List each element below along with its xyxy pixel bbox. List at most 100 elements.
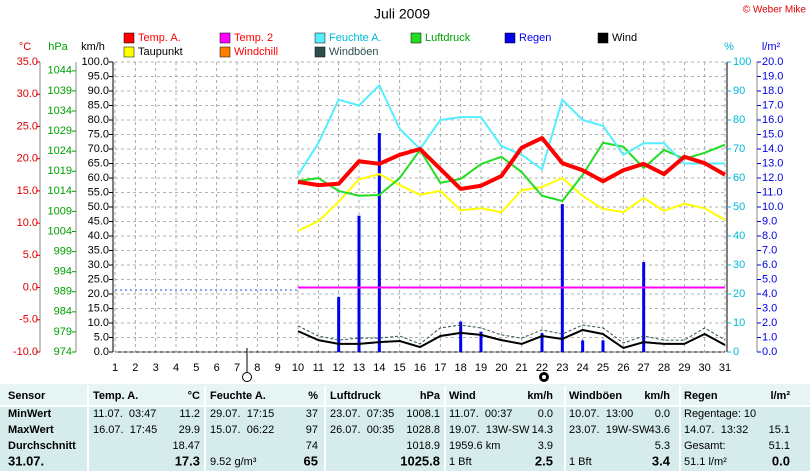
rain-bar	[479, 331, 483, 352]
y-tick-label: 0	[733, 346, 739, 358]
y-tick-label: 1.0	[762, 331, 777, 343]
table-header: Wind	[449, 390, 476, 402]
y-tick-label: 10	[733, 317, 745, 329]
y-tick-label: 10.0	[88, 317, 109, 329]
y-tick-label: 70	[733, 143, 745, 155]
table-cell-value: 97	[306, 424, 318, 436]
y-tick-label: 95.0	[88, 70, 109, 82]
y-tick-label: 20	[733, 288, 745, 300]
table-cell-value: 2.5	[535, 453, 553, 468]
table-cell-value: 17.3	[175, 453, 200, 468]
table-row-label: MinWert	[8, 408, 52, 420]
rain-bar	[459, 321, 463, 352]
table-header-unit: km/h	[644, 390, 670, 402]
table-header: Sensor	[8, 390, 46, 402]
y-tick-label: 9.0	[762, 215, 777, 227]
table-cell-text: 11.07. 03:47	[93, 408, 156, 420]
table-cell-value: 0.0	[655, 408, 670, 420]
y-tick-label: 4.0	[762, 288, 777, 300]
x-tick-label: 20	[495, 362, 507, 374]
table-header-unit: %	[308, 390, 318, 402]
table-cell-value: 18.47	[172, 440, 200, 452]
y-tick-label: 20.0	[762, 56, 783, 68]
table-cell-text: 11.07. 00:37	[449, 408, 512, 420]
y-tick-label: 5.0	[23, 249, 38, 261]
x-tick-label: 21	[516, 362, 528, 374]
y-tick-label: 1009	[48, 205, 72, 217]
table-header: Luftdruck	[330, 390, 382, 402]
y-tick-label: 5.0	[762, 273, 777, 285]
y-tick-label: 65.0	[88, 157, 109, 169]
legend-label: Temp. 2	[234, 32, 273, 44]
table-cell-value: 1018.9	[406, 440, 440, 452]
axis-unit: %	[724, 41, 734, 53]
y-tick-label: -5.0	[19, 314, 38, 326]
y-tick-label: 2.0	[762, 317, 777, 329]
legend-swatch	[219, 32, 231, 44]
y-tick-label: 90.0	[88, 85, 109, 97]
table-cell-text: 19.07. 13W-SW	[449, 424, 530, 436]
y-tick-label: 1014	[48, 185, 72, 197]
y-tick-label: 60	[733, 172, 745, 184]
table-cell-value: 1008.1	[406, 408, 440, 420]
y-tick-label: 8.0	[762, 230, 777, 242]
rain-bar	[560, 204, 564, 352]
table-cell-text: 10.07. 13:00	[569, 408, 633, 420]
table-cell-value: 43.6	[649, 424, 670, 436]
legend-label: Regen	[519, 32, 551, 44]
table-cell-value: 65	[304, 453, 318, 468]
rain-bar	[642, 262, 646, 352]
table-cell-text: 51.1 l/m²	[684, 456, 727, 468]
chart-title: Juli 2009	[374, 6, 430, 22]
y-tick-label: 10.0	[762, 201, 783, 213]
y-tick-label: 0.0	[94, 346, 109, 358]
y-tick-label: 35.0	[88, 244, 109, 256]
legend-label: Taupunkt	[138, 46, 183, 58]
y-tick-label: 10.0	[17, 217, 38, 229]
y-tick-label: 11.0	[762, 186, 783, 198]
y-tick-label: 100.0	[81, 56, 109, 68]
legend-swatch	[597, 32, 609, 44]
legend-swatch	[314, 32, 326, 44]
table-header-unit: km/h	[527, 390, 553, 402]
y-tick-label: 0.0	[23, 281, 38, 293]
y-tick-label: 7.0	[762, 244, 777, 256]
y-tick-label: 80	[733, 114, 745, 126]
series-line	[297, 324, 726, 345]
y-tick-label: 55.0	[88, 186, 109, 198]
x-tick-label: 2	[132, 362, 138, 374]
table-cell-value: 11.2	[179, 408, 200, 420]
table-cell-text: 29.07. 17:15	[210, 408, 274, 420]
legend-label: Wind	[612, 32, 637, 44]
table-cell-value: 1028.8	[406, 424, 440, 436]
axis-unit: l/m²	[762, 41, 781, 53]
legend-label: Temp. A.	[138, 32, 181, 44]
y-tick-label: 1004	[48, 225, 72, 237]
y-tick-label: 20.0	[17, 153, 38, 165]
legend-swatch	[314, 46, 326, 58]
x-tick-label: 29	[678, 362, 690, 374]
table-cell-text: 1959.6 km	[449, 440, 500, 452]
y-tick-label: 1034	[48, 105, 72, 117]
chart-background	[0, 0, 810, 384]
table-header: Temp. A.	[93, 390, 138, 402]
y-tick-label: 30	[733, 259, 745, 271]
full-moon-icon	[242, 372, 252, 382]
y-tick-label: 984	[54, 306, 72, 318]
y-tick-label: 30.0	[88, 259, 109, 271]
x-tick-label: 5	[193, 362, 199, 374]
y-tick-label: 989	[54, 286, 72, 298]
y-tick-label: 1044	[48, 65, 72, 77]
y-tick-label: 1024	[48, 145, 72, 157]
y-tick-label: 60.0	[88, 172, 109, 184]
y-tick-label: 0.0	[762, 346, 777, 358]
legend-label: Feuchte A.	[329, 32, 382, 44]
y-tick-label: 70.0	[88, 143, 109, 155]
table-header: Regen	[684, 390, 718, 402]
y-tick-label: 40.0	[88, 230, 109, 242]
x-tick-label: 8	[254, 362, 260, 374]
y-tick-label: 979	[54, 326, 72, 338]
y-tick-label: 75.0	[88, 128, 109, 140]
x-tick-label: 17	[434, 362, 446, 374]
y-tick-label: 5.0	[94, 331, 109, 343]
